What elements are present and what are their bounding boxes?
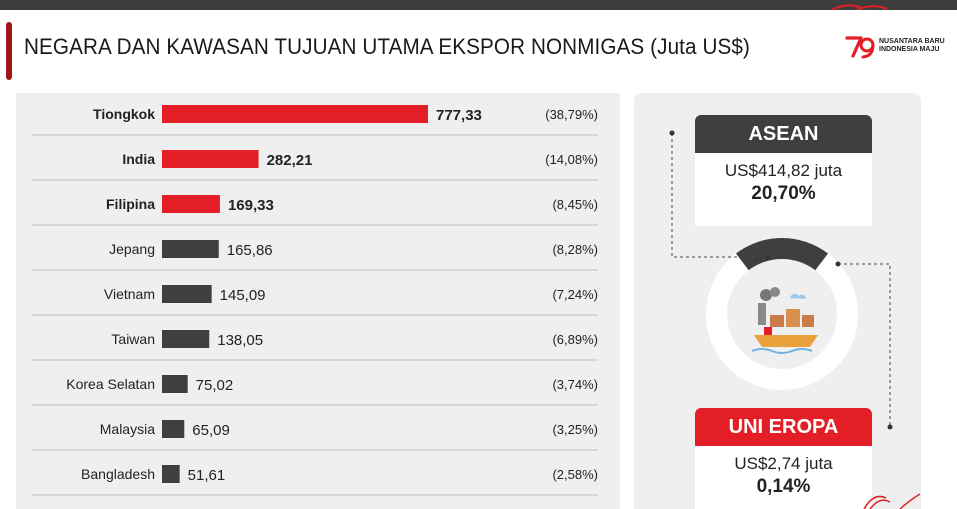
bar-chart-panel: Tiongkok 777,33 (38,79%) India 282,21 (14,08%…: [16, 93, 620, 509]
asean-connector-line: [671, 133, 768, 258]
region-panel: ASEAN US$414,82 juta 20,70% UNI EROPA US…: [634, 93, 921, 509]
logo-line-2: INDONESIA MAJU: [879, 46, 940, 53]
uni-eropa-title: UNI EROPA: [695, 408, 872, 446]
title-accent-bar: [6, 22, 12, 80]
bar: [162, 420, 185, 438]
value-label: 75,02: [196, 377, 234, 394]
page-title: NEGARA DAN KAWASAN TUJUAN UTAMA EKSPOR N…: [24, 34, 750, 59]
share-label: (2,58%): [552, 467, 598, 482]
bar: [162, 375, 188, 393]
connector-dot: [887, 424, 893, 430]
79-anniversary-logo-icon: [845, 36, 875, 59]
connector-dot: [765, 254, 771, 260]
share-label: (38,79%): [545, 107, 598, 122]
value-label: 145,09: [220, 287, 266, 304]
category-label: Korea Selatan: [66, 376, 155, 392]
bar: [162, 105, 428, 123]
bar: [162, 150, 259, 168]
bar-chart: Tiongkok 777,33 (38,79%) India 282,21 (14,08%…: [32, 105, 598, 496]
logo-line-1: NUSANTARA BARU: [879, 38, 945, 45]
share-label: (8,45%): [552, 197, 598, 212]
bar: [162, 285, 212, 303]
top-swoosh-icon: [831, 4, 888, 10]
top-bar: [0, 0, 957, 10]
share-label: (6,89%): [552, 332, 598, 347]
uni-eropa-card: UNI EROPA US$2,74 juta 0,14%: [695, 408, 872, 509]
category-label: Jepang: [109, 241, 155, 257]
category-label: Vietnam: [104, 286, 155, 302]
value-label: 65,09: [192, 422, 230, 439]
bar: [162, 465, 180, 483]
share-label: (3,74%): [552, 377, 598, 392]
share-label: (8,28%): [552, 242, 598, 257]
cargo-ship-factory-icon: [751, 287, 818, 354]
value-label: 169,33: [228, 197, 274, 214]
logo-text: NUSANTARA BARU INDONESIA MAJU: [879, 38, 945, 54]
value-label: 138,05: [217, 332, 263, 349]
corner-swoosh-icon: [863, 493, 920, 509]
asean-share-arc: [735, 238, 829, 271]
category-label: India: [122, 151, 155, 167]
value-label: 282,21: [267, 152, 313, 169]
share-label: (14,08%): [545, 152, 598, 167]
value-label: 165,86: [227, 242, 273, 259]
bar: [162, 240, 219, 258]
category-label: Malaysia: [100, 421, 155, 437]
bar: [162, 195, 220, 213]
category-label: Filipina: [106, 196, 155, 212]
value-label: 777,33: [436, 107, 482, 124]
share-label: (3,25%): [552, 422, 598, 437]
uni-eropa-amount: US$2,74 juta: [734, 454, 833, 473]
uni-eropa-share: 0,14%: [756, 476, 811, 497]
category-label: Taiwan: [111, 331, 155, 347]
asean-share: 20,70%: [751, 183, 816, 204]
bar: [162, 330, 210, 348]
connector-dot: [669, 130, 675, 136]
asean-amount: US$414,82 juta: [724, 161, 843, 180]
connector-dot: [835, 261, 841, 267]
asean-card: ASEAN US$414,82 juta 20,70%: [695, 115, 872, 226]
category-label: Tiongkok: [93, 106, 155, 122]
region-graphic: [669, 130, 893, 430]
category-label: Bangladesh: [81, 466, 155, 482]
logo: NUSANTARA BARU INDONESIA MAJU: [845, 34, 950, 60]
share-label: (7,24%): [552, 287, 598, 302]
asean-title: ASEAN: [695, 115, 872, 153]
value-label: 51,61: [188, 467, 226, 484]
